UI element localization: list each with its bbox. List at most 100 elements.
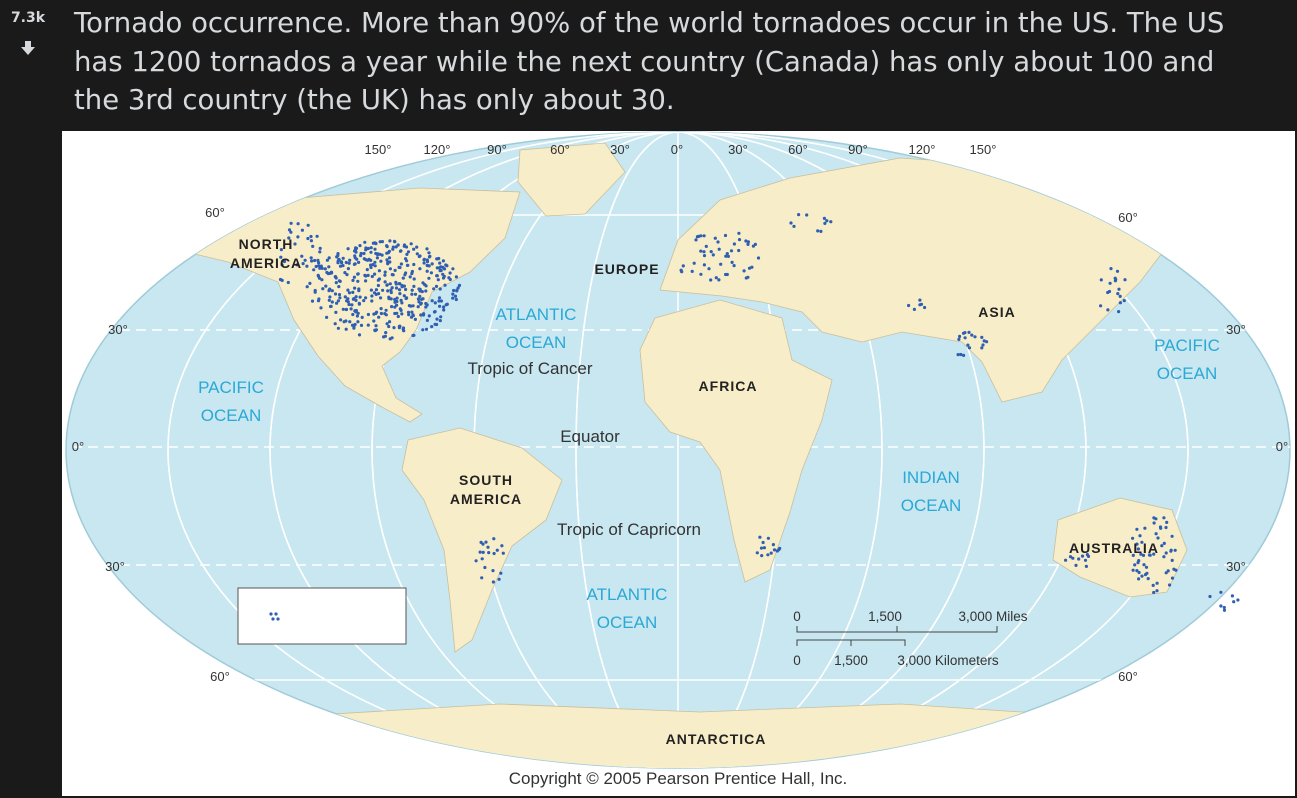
tornado-dot [724,272,728,277]
tornado-dot [1164,525,1168,530]
tornado-dot [474,559,478,563]
tornado-dot [355,314,359,318]
tornado-dot [716,240,720,244]
tornado-dot [320,278,324,282]
tornado-dot [363,240,367,244]
tornado-dot [366,273,370,277]
tornado-dot [411,314,415,318]
tornado-dot [492,551,496,556]
tornado-dot [1160,544,1164,548]
tornado-dot [825,219,829,223]
continent-label: AUSTRALIA [1069,540,1159,556]
tornado-dot [1099,278,1103,282]
tornado-dot [339,318,343,322]
tornado-dot [430,262,434,266]
latitude-line-label: Equator [560,427,620,446]
tornado-dot [412,247,416,251]
meridian [371,132,985,768]
tornado-dot [702,263,707,267]
tornado-dot [1151,583,1155,588]
legend-symbol [269,612,280,621]
tornado-dot [330,289,334,293]
longitude-label: 0° [671,142,683,157]
tornado-dot [456,286,460,290]
tornado-dot [805,213,809,217]
tornado-dot [395,303,399,307]
tornado-dot [1138,534,1142,538]
tornado-dot [313,258,317,263]
meridian [269,132,1087,768]
tornado-dot [391,273,395,277]
tornado-dot [1135,569,1139,573]
latitude-label: 60° [1118,210,1138,225]
scale-label: 0 [793,653,801,668]
longitude-label: 150° [970,142,997,157]
tornado-dot [1131,536,1135,540]
tornado-dot [287,228,292,232]
ocean-label: OCEAN [506,333,566,352]
post-title[interactable]: Tornado occurrence. More than 90% of the… [74,7,1225,116]
longitude-label: 30° [610,142,630,157]
tornado-dot [279,248,283,252]
tornado-dot [439,268,443,273]
tornado-dot [744,276,748,280]
tornado-dot [453,294,458,298]
tornado-dot [967,330,971,334]
tornado-dot [325,258,329,262]
tornado-dot [347,302,351,307]
tornado-dot [316,274,321,278]
tornado-dot [343,295,347,299]
tornado-dot [454,297,458,302]
tornado-dot [959,352,963,357]
tornado-dot [383,270,387,274]
tornado-dot [750,265,754,269]
tornado-dot [737,238,742,242]
tornado-dot [333,292,338,296]
tornado-dot [699,234,703,238]
tornado-dot [451,267,455,271]
tornado-dot [345,273,349,277]
tornado-dot [957,337,961,341]
tornado-dot [364,246,368,250]
downvote-button[interactable] [20,40,36,56]
tornado-dot [404,296,408,301]
tornado-dot [435,274,439,278]
tornado-dot [357,302,361,306]
tornado-dot [1117,310,1121,314]
tornado-dot [327,256,331,260]
tornado-dot [1115,269,1120,273]
tornado-dot [723,233,728,238]
longitude-label: 30° [728,142,748,157]
tornado-dot [385,283,389,287]
tornado-dot [499,571,503,575]
tornado-dot [704,244,708,248]
copyright: Copyright © 2005 Pearson Prentice Hall, … [509,769,848,788]
tornado-dot [1164,551,1168,555]
tornado-dot [387,297,391,301]
tornado-dot [394,280,398,284]
tornado-dot [334,310,338,314]
tornado-dot [370,294,374,298]
scale-bars [796,626,998,646]
tornado-dot [1099,304,1103,308]
tornado-dot [1142,563,1146,567]
tornado-dot [702,234,706,238]
downvote-icon[interactable] [21,41,35,55]
tornado-dot [392,326,396,330]
tornado-dot [432,287,436,291]
tornado-dot [356,311,360,315]
longitude-label: 90° [487,142,507,157]
tornado-dot [481,542,485,546]
tornado-dot [366,312,370,317]
longitude-label: 150° [365,142,392,157]
tornado-dot [424,289,428,293]
tornado-dot [352,275,356,279]
tornado-dot [956,353,960,357]
tornado-dot [384,331,388,335]
tornado-dot [403,273,407,277]
tornado-dot [1170,534,1174,538]
tornado-dot [398,292,402,296]
tornado-dot [758,535,762,539]
tornado-dot [400,283,404,288]
ocean-label: OCEAN [901,496,961,515]
